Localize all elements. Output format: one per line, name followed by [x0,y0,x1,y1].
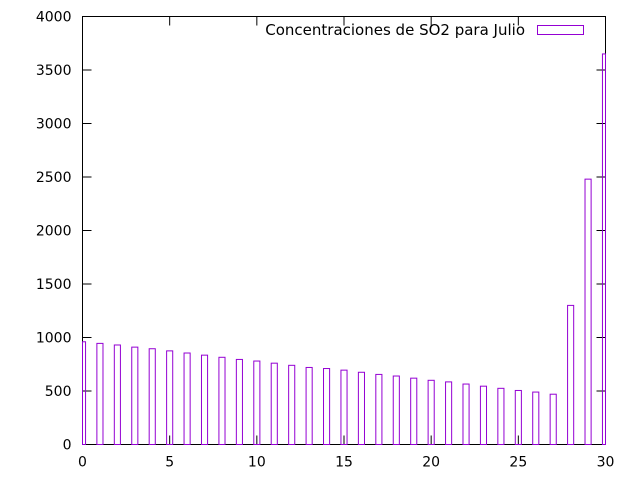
x-tick-label: 15 [335,455,353,471]
y-tick-label: 1000 [36,331,72,347]
y-tick-label: 500 [45,384,72,400]
bar [514,389,522,445]
bar [288,364,296,446]
bar [392,375,400,445]
x-tick-label: 20 [422,455,440,471]
bar [305,366,313,445]
y-tick-label: 3000 [36,117,72,133]
bars [82,53,606,446]
x-tick-label: 30 [597,455,615,471]
bar [532,391,540,446]
bar [601,53,606,445]
bar [375,373,383,446]
x-tick-label: 0 [78,455,87,471]
y-tick-label: 2500 [36,170,72,186]
bar [427,379,435,445]
legend: Concentraciones de SO2 para Julio [265,21,584,39]
bar [497,387,505,446]
x-tick-label: 10 [248,455,266,471]
bar [323,368,331,445]
legend-swatch [537,25,584,35]
x-tick-label: 5 [165,455,174,471]
bar [462,383,470,446]
bar [479,385,488,445]
plot-frame [82,16,606,445]
bar [218,356,226,446]
y-tick-label: 4000 [36,10,72,26]
x-tick-label: 25 [509,455,527,471]
legend-label: Concentraciones de SO2 para Julio [265,21,525,39]
bar [82,341,87,445]
bar [340,369,348,446]
bar [235,358,243,445]
bar [131,346,139,446]
bar [113,344,121,445]
bar [445,381,453,445]
axis-ticks: 0 500 1000 1500 2000 2500 3000 3500 4000 0 5 10 15 20… [36,10,615,471]
bar [567,304,575,445]
bar [410,377,418,445]
bar [357,371,365,445]
bar [270,362,278,445]
y-tick-label: 2000 [36,224,72,240]
y-tick-label: 1500 [36,277,72,293]
bar [200,354,209,445]
bar [183,352,191,446]
y-tick-label: 3500 [36,63,72,79]
bar [549,393,557,445]
bar [96,342,104,446]
bar [584,178,592,445]
y-tick-label: 0 [63,438,72,454]
bar [253,360,261,446]
bar [148,348,156,445]
bar [166,350,174,445]
